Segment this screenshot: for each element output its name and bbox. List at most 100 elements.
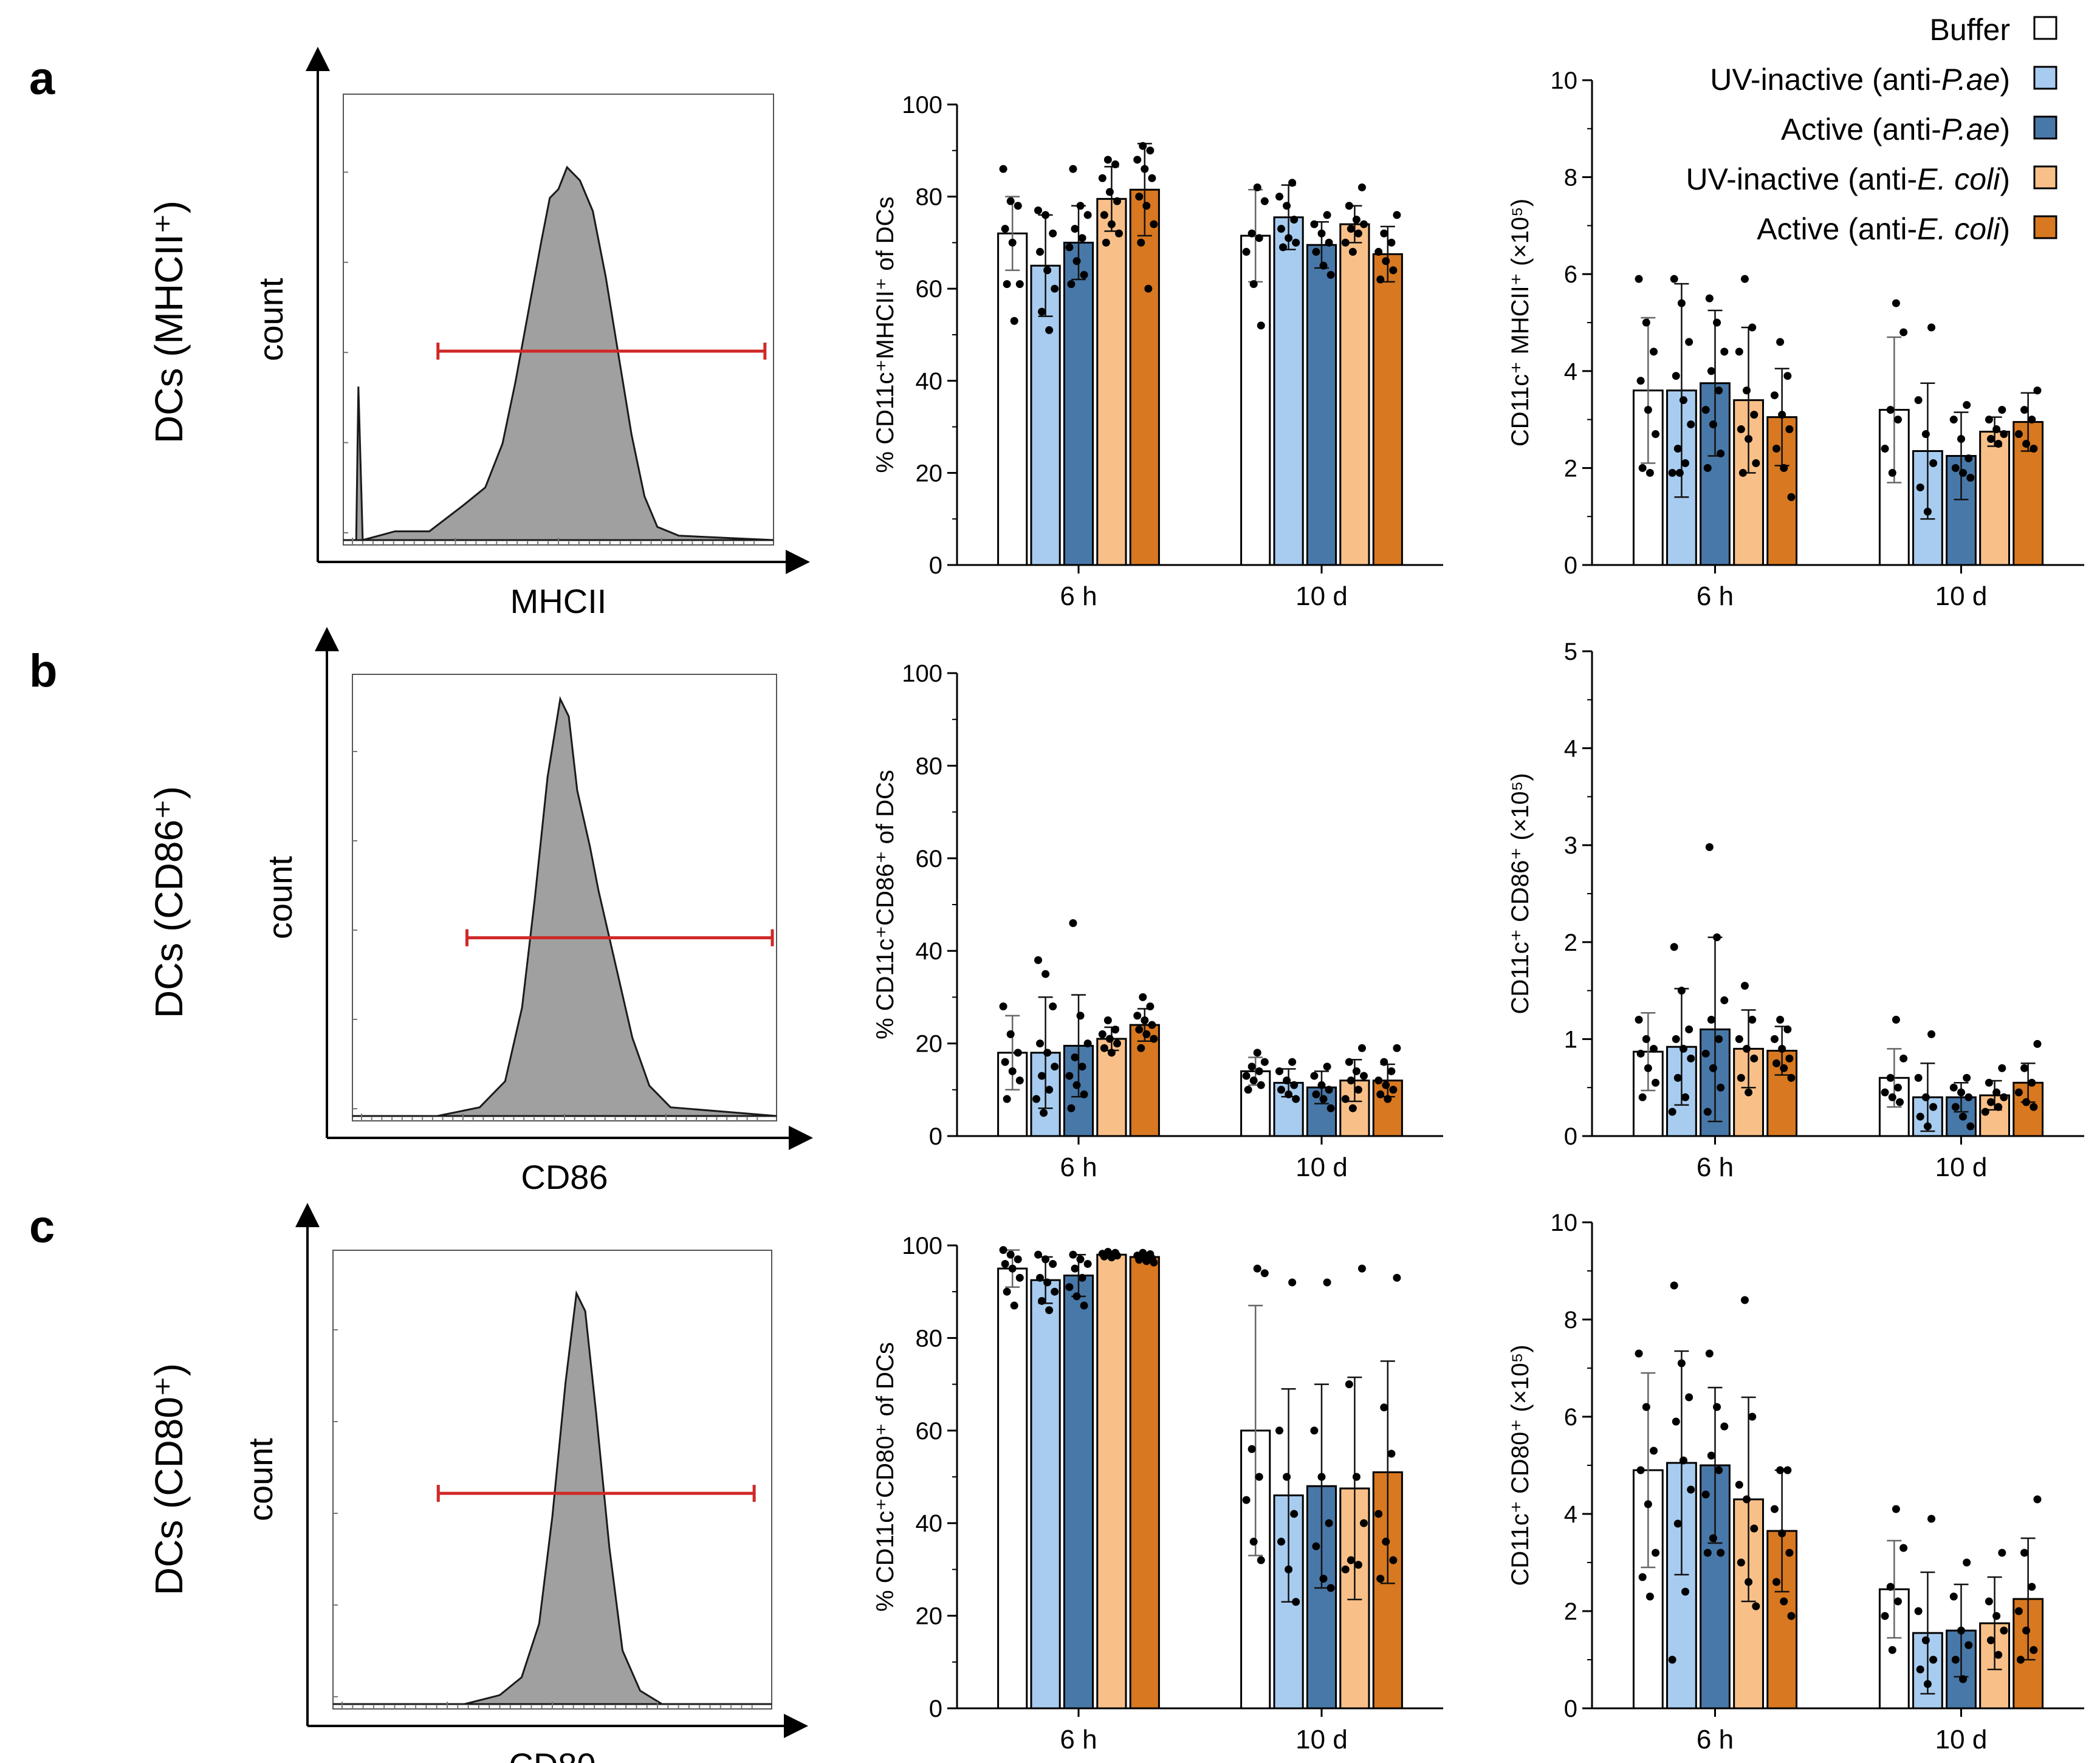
data-point — [1275, 193, 1283, 201]
data-point — [1964, 1641, 1973, 1649]
data-point — [2030, 1103, 2038, 1111]
data-point — [1957, 435, 1965, 443]
data-point — [1323, 1278, 1331, 1287]
data-point — [1998, 1064, 2006, 1072]
histogram-curve — [343, 165, 774, 541]
bar — [997, 1267, 1028, 1710]
data-point — [1078, 234, 1086, 242]
data-point — [1098, 174, 1107, 182]
data-point — [1354, 1086, 1362, 1094]
x-category-label: 10 d — [1935, 1725, 1988, 1754]
data-point — [1964, 454, 1973, 462]
data-point — [1713, 1403, 1721, 1411]
data-point — [1717, 1083, 1725, 1092]
data-point — [1770, 1505, 1779, 1513]
data-point — [1645, 468, 1654, 477]
data-point — [1888, 1093, 1896, 1101]
data-point — [1323, 1063, 1331, 1071]
data-point — [2014, 1607, 2023, 1615]
data-point — [1644, 1500, 1652, 1508]
data-point — [1685, 338, 1693, 346]
data-point — [1750, 1054, 1759, 1063]
data-point — [1141, 165, 1149, 173]
data-point — [1285, 1090, 1293, 1098]
data-point — [1787, 1073, 1796, 1082]
data-point — [1247, 1445, 1256, 1453]
chart-c-percent: 0 20 40 60 80 100 % CD11c⁺CD80⁺ of DCs 6 h 10 d — [872, 1233, 1443, 1754]
bar — [1129, 1256, 1160, 1710]
data-point — [1072, 1292, 1081, 1301]
histogram-xlabel: MHCII — [510, 582, 607, 620]
data-point — [1105, 188, 1114, 196]
data-point — [1319, 1095, 1328, 1103]
data-point — [1317, 1473, 1326, 1481]
data-point — [1069, 1250, 1077, 1259]
data-point — [1743, 1044, 1751, 1053]
data-point — [1707, 1451, 1715, 1460]
data-point — [1348, 1104, 1357, 1112]
data-point — [1277, 1538, 1286, 1546]
data-point — [1787, 493, 1796, 501]
data-point — [1008, 1264, 1017, 1273]
data-point — [1642, 1035, 1650, 1043]
y-axis-label: % CD11c⁺CD86⁺ of DCs — [872, 770, 899, 1039]
data-point — [1772, 1578, 1780, 1586]
data-point — [1006, 197, 1015, 205]
histogram-ylabel: count — [252, 278, 290, 361]
data-point — [1670, 1281, 1678, 1290]
data-point — [1146, 146, 1155, 155]
data-point — [1001, 1058, 1009, 1066]
data-point — [1253, 1264, 1261, 1273]
data-point — [1326, 1104, 1335, 1112]
data-point — [1382, 1081, 1390, 1089]
x-category-label: 6 h — [1060, 1725, 1097, 1754]
data-point — [1715, 1035, 1723, 1043]
data-point — [1735, 1481, 1743, 1489]
data-point — [1929, 1655, 1938, 1664]
data-point — [1285, 234, 1293, 242]
data-point — [1772, 1059, 1780, 1067]
data-point — [1986, 435, 1995, 443]
data-point — [1740, 982, 1749, 990]
data-point — [1783, 1466, 1792, 1474]
data-point — [1393, 211, 1401, 219]
data-point — [1045, 1306, 1054, 1315]
data-point — [1745, 435, 1753, 443]
bar — [1096, 197, 1127, 566]
data-point — [2030, 444, 2038, 453]
data-point — [1348, 248, 1357, 256]
data-point — [1360, 1072, 1368, 1080]
data-point — [1347, 225, 1355, 233]
data-point — [1288, 1058, 1297, 1066]
y-tick-label: 100 — [902, 92, 942, 118]
data-point — [1389, 1556, 1398, 1564]
data-point — [1137, 1044, 1145, 1052]
y-tick-label: 60 — [916, 1418, 943, 1445]
data-point — [1100, 211, 1108, 219]
x-category-label: 10 d — [1935, 581, 1988, 611]
data-point — [1069, 165, 1077, 173]
chart-b-percent: 0 20 40 60 80 100 % CD11c⁺CD86⁺ of DCs 6 h 10 d — [872, 660, 1443, 1182]
data-point — [1785, 1549, 1794, 1557]
data-point — [1105, 1035, 1114, 1043]
data-point — [1354, 1561, 1362, 1569]
data-point — [1886, 1073, 1895, 1082]
legend-label: Buffer — [1930, 13, 2011, 47]
data-point — [1249, 280, 1258, 289]
data-point — [1010, 317, 1018, 325]
data-point — [1049, 229, 1057, 238]
data-point — [1703, 1107, 1712, 1116]
data-point — [2020, 406, 2029, 414]
data-point — [1133, 156, 1142, 164]
data-point — [1963, 1073, 1971, 1082]
histogram-xlabel: CD86 — [521, 1158, 608, 1196]
legend-swatch — [2033, 115, 2057, 140]
data-point — [1750, 411, 1759, 419]
histogram-a: MHCII count — [252, 47, 810, 620]
data-point — [1652, 1549, 1660, 1557]
data-point — [1146, 1002, 1155, 1011]
data-point — [1914, 1073, 1923, 1082]
y-axis-label: CD11c⁺ CD86⁺ (×10⁵) — [1507, 773, 1534, 1014]
data-point — [1701, 406, 1710, 414]
data-point — [1144, 284, 1153, 293]
